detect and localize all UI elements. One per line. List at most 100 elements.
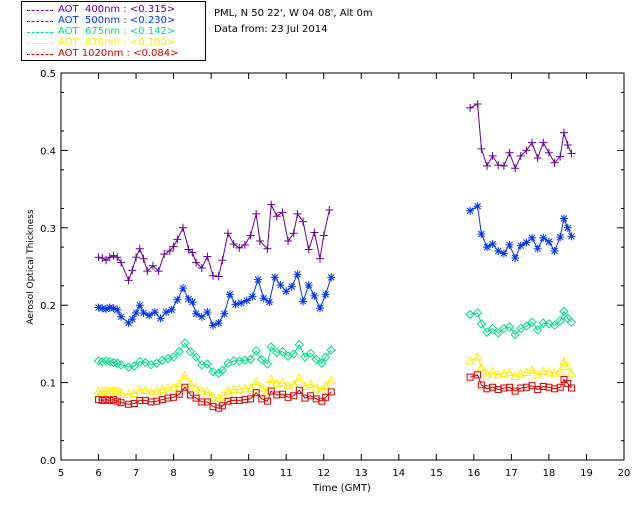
data-point	[544, 366, 554, 376]
data-point	[217, 365, 228, 375]
data-point	[214, 272, 223, 281]
data-point	[234, 384, 245, 394]
data-point	[132, 253, 141, 262]
x-axis-label: Time (GMT)	[312, 483, 371, 494]
data-point	[163, 353, 173, 364]
y-tick-label: 0.5	[40, 69, 56, 80]
data-point	[288, 349, 299, 359]
data-point	[256, 383, 267, 392]
y-tick-label: 0.3	[40, 224, 56, 235]
data-point	[262, 386, 273, 395]
data-point	[220, 309, 229, 318]
data-point	[262, 359, 273, 369]
data-point	[215, 404, 223, 412]
data-point	[270, 273, 279, 282]
data-point	[466, 103, 475, 112]
x-tick-label: 5	[58, 468, 64, 479]
data-point	[317, 358, 327, 368]
data-point	[272, 212, 281, 221]
data-point	[304, 281, 313, 290]
data-point	[178, 284, 187, 293]
data-point	[113, 305, 122, 314]
data-point	[564, 379, 572, 387]
data-point	[254, 275, 263, 284]
data-point	[178, 223, 187, 232]
x-tick-label: 14	[392, 468, 405, 479]
data-point	[566, 368, 577, 377]
data-point	[294, 339, 305, 350]
data-point	[266, 342, 276, 352]
legend-label: AOT 400nm : <0.315>	[58, 4, 176, 15]
data-point	[294, 372, 305, 382]
data-point	[504, 322, 515, 332]
data-point	[145, 311, 154, 320]
data-point	[208, 367, 218, 377]
data-point	[505, 240, 514, 249]
x-tick-label: 12	[317, 468, 330, 479]
data-point	[209, 321, 218, 330]
data-point	[562, 361, 573, 370]
x-tick-label: 8	[170, 468, 176, 479]
data-point	[157, 384, 168, 394]
data-point	[185, 379, 196, 388]
data-point	[197, 312, 206, 321]
legend-item-400nm: AOT 400nm : <0.315>	[22, 4, 205, 16]
data-point	[283, 380, 293, 390]
data-point	[134, 385, 145, 394]
data-point	[228, 384, 239, 394]
data-point	[139, 254, 148, 263]
data-point	[293, 209, 302, 218]
data-point	[139, 308, 148, 317]
legend-item-870nm: AOT 870nm : <0.100>	[22, 37, 205, 49]
data-point	[191, 352, 201, 362]
data-point	[93, 386, 104, 395]
data-point	[499, 323, 509, 334]
data-point	[266, 374, 277, 384]
data-point	[173, 235, 182, 244]
data-point	[295, 386, 303, 394]
data-point	[240, 383, 250, 393]
data-point	[318, 397, 326, 405]
data-point	[288, 379, 299, 388]
data-point	[559, 306, 569, 317]
data-point	[148, 261, 157, 270]
data-point	[300, 352, 310, 362]
data-point	[132, 308, 141, 317]
data-point	[101, 356, 111, 366]
data-point	[248, 292, 257, 301]
data-point	[465, 355, 475, 365]
data-point	[567, 384, 575, 392]
series-4	[95, 371, 575, 412]
data-point	[487, 323, 498, 334]
legend-swatch	[27, 54, 53, 55]
legend-item-675nm: AOT 675nm : <0.142>	[22, 26, 205, 38]
data-point	[192, 309, 201, 318]
data-point	[252, 209, 261, 218]
data-point	[566, 317, 577, 327]
data-point	[473, 202, 482, 211]
data-point	[516, 151, 525, 160]
x-axis: 5 6 7 8 9 10 11 12 13 14 15 16 17 18 19 20	[58, 73, 630, 479]
data-point	[515, 368, 526, 377]
legend-item-500nm: AOT 500nm : <0.230>	[22, 15, 205, 27]
data-point	[287, 282, 296, 291]
data-point	[229, 240, 238, 249]
data-point	[98, 304, 107, 313]
data-point	[271, 378, 282, 387]
data-point	[128, 315, 137, 324]
data-point	[168, 352, 179, 362]
data-point	[555, 315, 565, 326]
data-point	[289, 229, 298, 238]
data-point	[237, 298, 246, 307]
data-point	[506, 383, 514, 391]
data-point	[257, 354, 267, 365]
x-tick-label: 15	[430, 468, 443, 479]
data-point	[140, 385, 151, 394]
x-tick-label: 18	[543, 468, 556, 479]
data-point	[325, 205, 334, 214]
data-point	[203, 308, 212, 317]
data-point	[533, 244, 542, 253]
data-point	[482, 327, 492, 337]
data-point	[477, 144, 486, 153]
legend-label: AOT 675nm : <0.142>	[58, 26, 176, 37]
